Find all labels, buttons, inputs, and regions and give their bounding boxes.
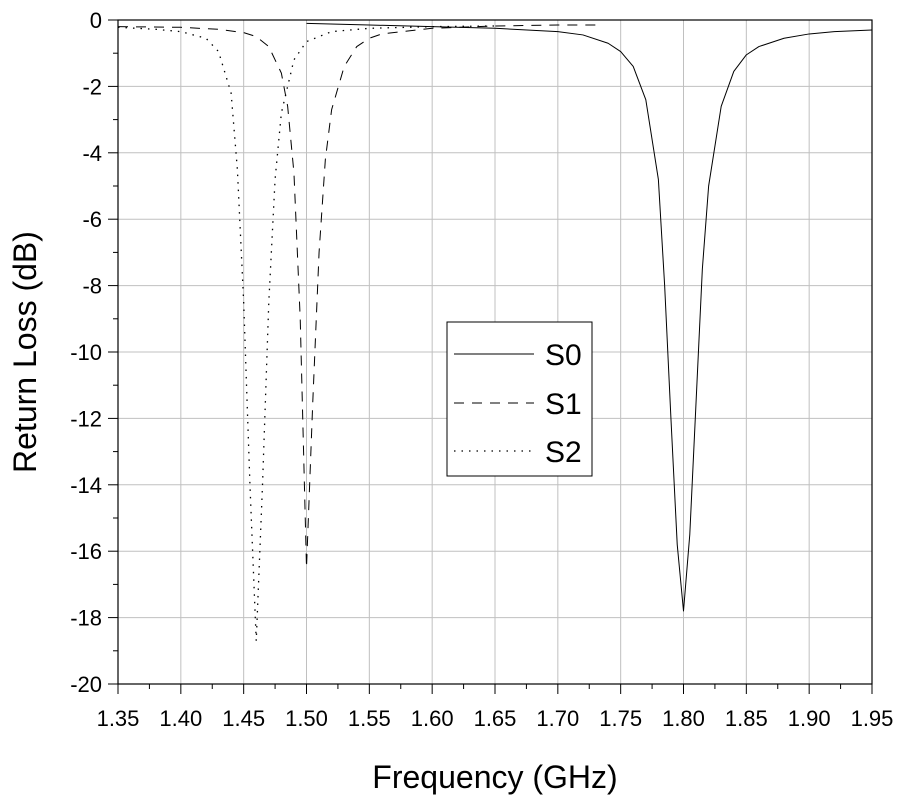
x-tick-label: 1.80 xyxy=(662,706,705,731)
legend-label-s2: S2 xyxy=(545,436,582,469)
y-tick-label: -18 xyxy=(70,606,102,631)
x-tick-label: 1.60 xyxy=(411,706,454,731)
x-tick-label: 1.70 xyxy=(536,706,579,731)
tick-layer xyxy=(108,19,873,694)
y-tick-label: -12 xyxy=(70,406,102,431)
legend-label-s1: S1 xyxy=(545,388,582,421)
y-tick-label: -8 xyxy=(82,274,102,299)
series-line-s0 xyxy=(306,22,873,612)
x-tick-label: 1.75 xyxy=(599,706,642,731)
series-layer xyxy=(117,22,873,642)
y-tick-label: -6 xyxy=(82,207,102,232)
x-tick-label: 1.35 xyxy=(97,706,140,731)
x-axis-title: Frequency (GHz) xyxy=(372,759,617,795)
y-tick-label: -14 xyxy=(70,473,102,498)
y-tick-label: -10 xyxy=(70,340,102,365)
y-tick-label: -16 xyxy=(70,539,102,564)
x-tick-label: 1.95 xyxy=(851,706,894,731)
y-tick-label: -4 xyxy=(82,141,102,166)
tick-label-layer: 1.35 1.40 1.45 1.50 1.55 1.60 1.65 1.70 1.75 1.80… xyxy=(70,8,893,731)
series-line-s1 xyxy=(117,24,596,569)
y-axis-title: Return Loss (dB) xyxy=(7,231,43,473)
x-tick-label: 1.85 xyxy=(725,706,768,731)
x-tick-label: 1.55 xyxy=(348,706,391,731)
y-tick-label: -20 xyxy=(70,672,102,697)
y-tick-label: -2 xyxy=(82,74,102,99)
legend-label-s0: S0 xyxy=(545,339,582,372)
y-tick-label: 0 xyxy=(90,8,102,33)
x-tick-label: 1.50 xyxy=(285,706,328,731)
x-tick-label: 1.65 xyxy=(474,706,517,731)
x-tick-label: 1.45 xyxy=(222,706,265,731)
x-tick-label: 1.90 xyxy=(788,706,831,731)
legend: S0 S1 S2 xyxy=(446,321,593,477)
legend-box xyxy=(446,321,593,477)
x-tick-label: 1.40 xyxy=(159,706,202,731)
